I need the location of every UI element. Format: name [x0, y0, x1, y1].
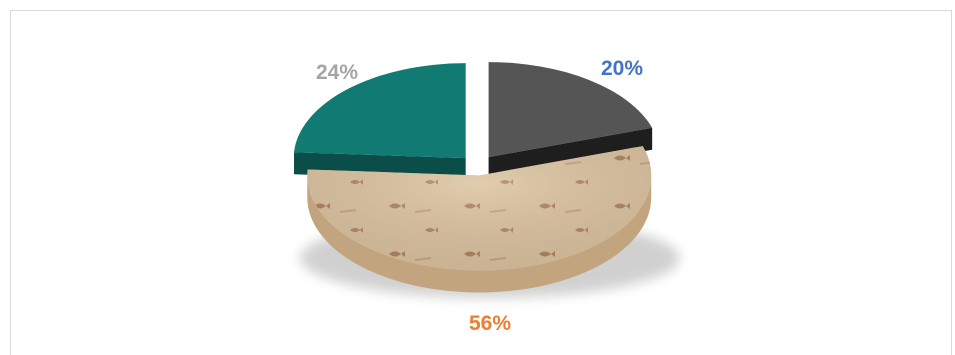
pie-slice-20pct: [488, 62, 653, 180]
data-label-20pct: 20%: [601, 57, 643, 80]
slice-top: [294, 63, 466, 159]
slice-top-shade: [307, 146, 652, 271]
data-label-56pct: 56%: [469, 312, 511, 335]
slice-side: [307, 175, 652, 293]
data-label-24pct: 24%: [316, 61, 358, 84]
pie-slice-56pct: [307, 146, 652, 293]
slice-top: [488, 62, 653, 158]
slice-wall: [488, 127, 653, 180]
